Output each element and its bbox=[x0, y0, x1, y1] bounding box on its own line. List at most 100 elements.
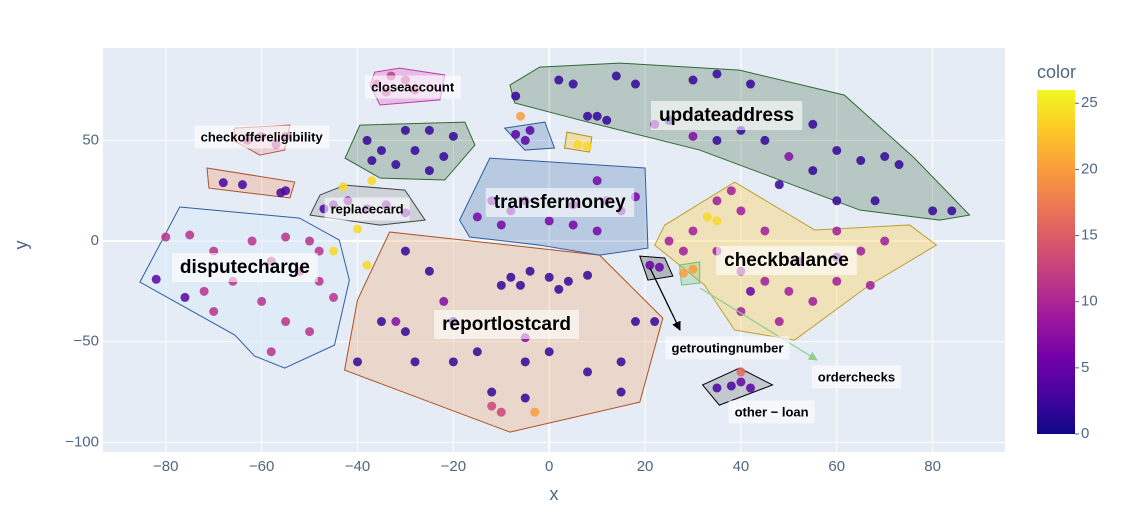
point bbox=[391, 317, 401, 327]
point bbox=[688, 226, 698, 236]
point bbox=[424, 166, 434, 176]
point bbox=[563, 276, 573, 286]
point bbox=[544, 216, 554, 226]
point bbox=[329, 292, 339, 302]
cluster-hull bbox=[509, 62, 971, 221]
point bbox=[520, 135, 530, 145]
label-background bbox=[171, 253, 318, 283]
point bbox=[784, 151, 794, 161]
point bbox=[616, 387, 626, 397]
point bbox=[774, 317, 784, 327]
x-tick-label: 40 bbox=[733, 458, 750, 475]
point bbox=[161, 232, 171, 242]
point bbox=[554, 75, 564, 85]
point bbox=[400, 246, 410, 256]
point bbox=[894, 160, 904, 170]
point bbox=[592, 111, 602, 121]
arrow bbox=[649, 267, 681, 331]
point bbox=[736, 306, 746, 316]
label-background bbox=[728, 400, 815, 424]
point bbox=[784, 286, 794, 296]
point bbox=[688, 264, 698, 274]
point bbox=[611, 71, 621, 81]
point bbox=[664, 236, 674, 246]
point bbox=[410, 145, 420, 155]
point bbox=[391, 160, 401, 170]
point bbox=[367, 176, 377, 186]
cluster-label: disputecharge bbox=[180, 257, 310, 278]
point bbox=[544, 272, 554, 282]
point bbox=[218, 178, 228, 188]
x-tick-label: −80 bbox=[153, 458, 178, 475]
point bbox=[832, 196, 842, 206]
point bbox=[472, 347, 482, 357]
point bbox=[808, 296, 818, 306]
label-background bbox=[716, 245, 857, 275]
point bbox=[554, 284, 564, 294]
point bbox=[736, 206, 746, 216]
point bbox=[367, 156, 377, 166]
point bbox=[496, 407, 506, 417]
point bbox=[424, 266, 434, 276]
point bbox=[856, 246, 866, 256]
point bbox=[616, 357, 626, 367]
point bbox=[506, 272, 516, 282]
point bbox=[726, 381, 736, 391]
point bbox=[583, 141, 593, 151]
label-background bbox=[665, 336, 790, 360]
point bbox=[520, 357, 530, 367]
point bbox=[515, 280, 525, 290]
point bbox=[568, 79, 578, 89]
cluster-hull bbox=[503, 121, 556, 151]
point bbox=[678, 246, 688, 256]
point bbox=[352, 357, 362, 367]
label-background bbox=[650, 101, 803, 131]
point bbox=[678, 268, 688, 278]
point bbox=[511, 91, 521, 101]
point bbox=[602, 115, 612, 125]
point bbox=[151, 274, 161, 284]
cluster-hull bbox=[206, 167, 296, 199]
point bbox=[199, 286, 209, 296]
point bbox=[511, 129, 521, 139]
point bbox=[305, 236, 315, 246]
point bbox=[712, 383, 722, 393]
point bbox=[448, 357, 458, 367]
point bbox=[712, 196, 722, 206]
point bbox=[808, 119, 818, 129]
point bbox=[947, 206, 957, 216]
point bbox=[376, 145, 386, 155]
point bbox=[496, 280, 506, 290]
x-tick-label: −40 bbox=[345, 458, 370, 475]
point bbox=[712, 216, 722, 226]
point bbox=[180, 292, 190, 302]
point bbox=[650, 317, 660, 327]
point bbox=[400, 125, 410, 135]
point bbox=[257, 296, 267, 306]
cluster-label: getroutingnumber bbox=[672, 340, 784, 355]
point bbox=[702, 212, 712, 222]
point bbox=[712, 135, 722, 145]
x-tick-label: 60 bbox=[828, 458, 845, 475]
point bbox=[520, 393, 530, 403]
point bbox=[736, 367, 746, 377]
cluster-label: reportlostcard bbox=[442, 314, 571, 335]
point bbox=[515, 111, 525, 121]
point bbox=[237, 180, 247, 190]
point bbox=[525, 125, 535, 135]
y-tick-label: −100 bbox=[65, 433, 99, 450]
point bbox=[592, 176, 602, 186]
cluster-label: transfermoney bbox=[494, 192, 626, 213]
point bbox=[352, 224, 362, 234]
colorbar-tick-label: 25 bbox=[1081, 94, 1098, 111]
colorbar-tick-label: 5 bbox=[1081, 359, 1089, 376]
point bbox=[928, 206, 938, 216]
point bbox=[746, 383, 756, 393]
point bbox=[448, 131, 458, 141]
label-background bbox=[194, 125, 330, 149]
cluster-label: replacecard bbox=[331, 201, 404, 216]
point bbox=[362, 260, 372, 270]
point bbox=[630, 317, 640, 327]
arrow bbox=[699, 287, 818, 361]
